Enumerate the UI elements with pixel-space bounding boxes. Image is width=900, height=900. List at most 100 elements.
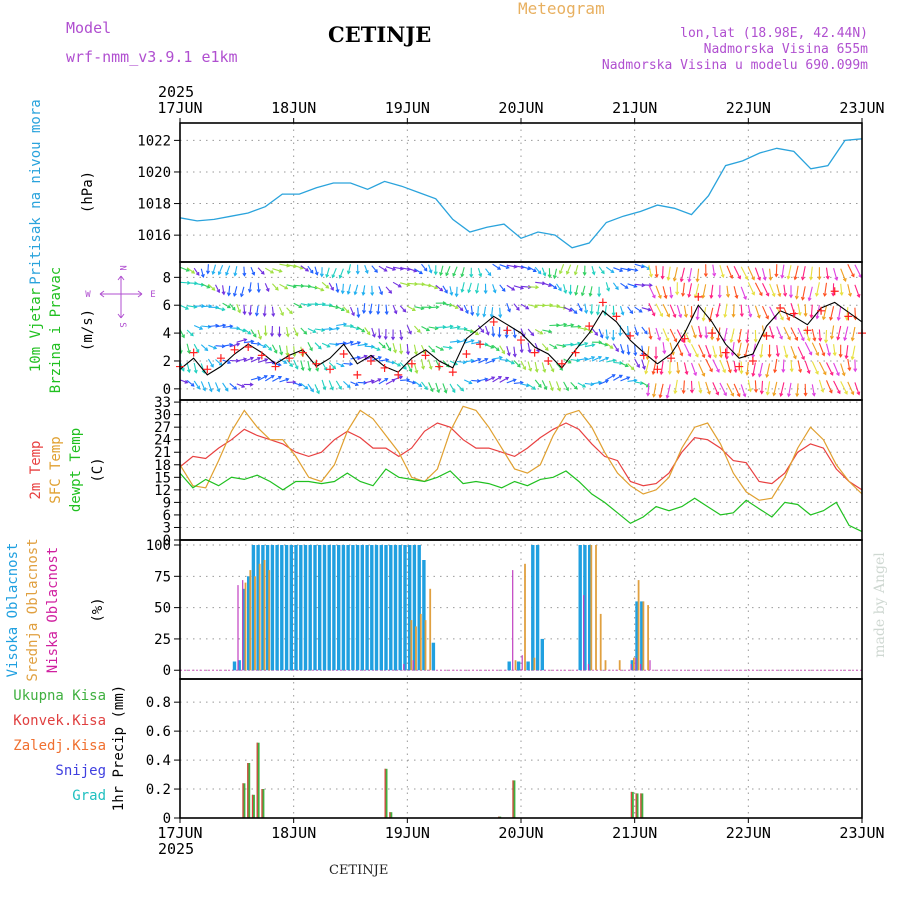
wind-arrow-head <box>757 276 761 281</box>
wind-arrow <box>669 304 676 318</box>
wind-arrow <box>442 325 453 329</box>
wind-arrow-head <box>498 355 503 360</box>
conv-precip-bar <box>630 791 632 818</box>
wind-arrow-head <box>243 357 248 362</box>
wind-arrow <box>243 340 254 344</box>
wind-arrow <box>780 382 785 397</box>
wind-arrow-head <box>687 293 692 298</box>
wind-arrow <box>556 283 562 291</box>
wind-arrow <box>377 304 380 315</box>
wind-arrow <box>666 384 671 399</box>
wind-arrow <box>513 346 516 357</box>
temp-2m-line <box>179 422 863 491</box>
wind-arrow-head <box>580 292 585 297</box>
wind-arrow <box>712 264 716 276</box>
wind-arrow <box>549 282 557 289</box>
mid-cloud-bar <box>254 576 256 671</box>
wind-arrow <box>428 326 438 330</box>
gust-marker <box>803 326 812 335</box>
wind-arrow <box>847 381 854 395</box>
wind-arrow-head <box>439 272 443 277</box>
wind-arrow-head <box>270 375 275 379</box>
y-tick-label: 12 <box>154 483 171 499</box>
wind-arrow <box>833 344 836 356</box>
wind-arrow-head <box>708 318 713 323</box>
wind-arrow <box>683 362 688 375</box>
wind-arrow-head <box>356 341 362 345</box>
cloud-axis-label-2: Srednja Oblacnost <box>25 538 41 681</box>
wind-arrow <box>732 304 735 317</box>
wind-arrow-head <box>822 292 827 297</box>
wind-arrow <box>236 383 245 388</box>
wind-arrow <box>702 284 707 298</box>
wind-arrow-head <box>707 390 711 395</box>
wind-arrow-head <box>206 270 210 275</box>
wind-arrow <box>421 263 428 272</box>
wind-arrow-head <box>588 292 593 297</box>
wind-arrow <box>445 265 451 276</box>
wind-arrow-head <box>605 336 610 341</box>
wind-arrow-head <box>794 336 799 341</box>
wind-arrow <box>228 285 231 296</box>
wind-arrow-head <box>510 360 515 365</box>
wind-arrow <box>463 379 472 384</box>
wind-arrow-head <box>737 275 742 280</box>
wind-arrow-head <box>643 330 648 335</box>
wind-arrow-head <box>568 308 573 312</box>
wind-arrow <box>363 303 366 314</box>
wind-arrow <box>257 358 268 364</box>
wind-arrow-head <box>180 367 185 372</box>
wind-arrow-head <box>558 287 562 292</box>
wind-arrow <box>492 326 495 337</box>
wind-arrow <box>449 340 460 343</box>
wind-arrow <box>818 361 827 375</box>
wind-arrow-head <box>504 334 509 339</box>
wind-arrow-head <box>262 313 267 318</box>
wind-arrow-head <box>448 345 453 350</box>
y-tick-label: 27 <box>154 420 171 436</box>
high-cloud-bar <box>588 545 592 671</box>
wind-arrow-head <box>429 388 434 393</box>
wind-arrow <box>641 345 644 356</box>
wind-arrow <box>705 381 711 395</box>
wind-arrow-head <box>445 272 449 277</box>
wind-arrow-head <box>383 268 388 272</box>
wind-arrow-head <box>480 329 485 334</box>
wind-arrow-head <box>340 363 345 368</box>
gust-marker <box>598 298 607 307</box>
wind-arrow <box>683 343 691 357</box>
wind-arrow <box>553 268 558 279</box>
y-tick-label: 6 <box>163 298 171 314</box>
wind-arrow <box>364 380 374 384</box>
wind-arrow-head <box>798 369 803 374</box>
wind-arrow-head <box>687 278 692 283</box>
wind-arrow <box>272 268 282 273</box>
wind-arrow-head <box>850 356 855 361</box>
wind-arrow-head <box>717 294 722 299</box>
wind-arrow-head <box>590 382 595 387</box>
wind-arrow-head <box>193 369 198 374</box>
wind-arrow-head <box>759 354 764 359</box>
wind-arrow <box>406 344 409 355</box>
wind-arrow-head <box>718 354 723 359</box>
wind-arrow-head <box>836 316 841 322</box>
mid-cloud-bar <box>429 588 432 671</box>
wind-arrow-head <box>759 390 764 395</box>
wind-arrow <box>769 283 776 297</box>
wind-arrow <box>513 381 523 384</box>
wind-arrow-head <box>836 390 841 395</box>
wind-arrow-head <box>522 366 527 371</box>
wind-arrow-head <box>278 268 283 273</box>
wind-arrow <box>597 304 600 315</box>
wind-arrow-head <box>758 292 763 297</box>
wind-arrow-head <box>765 374 770 379</box>
mid-cloud-bar <box>410 620 413 671</box>
wind-arrow <box>364 265 369 274</box>
wind-arrow-head <box>323 367 328 372</box>
wind-arrow-head <box>273 349 278 354</box>
wind-arrow-head <box>638 308 643 313</box>
wind-arrow-head <box>800 337 805 342</box>
bottom-date-label: 20JUN <box>498 824 543 842</box>
wind-arrow-head <box>325 284 330 289</box>
wind-arrow <box>485 344 494 349</box>
